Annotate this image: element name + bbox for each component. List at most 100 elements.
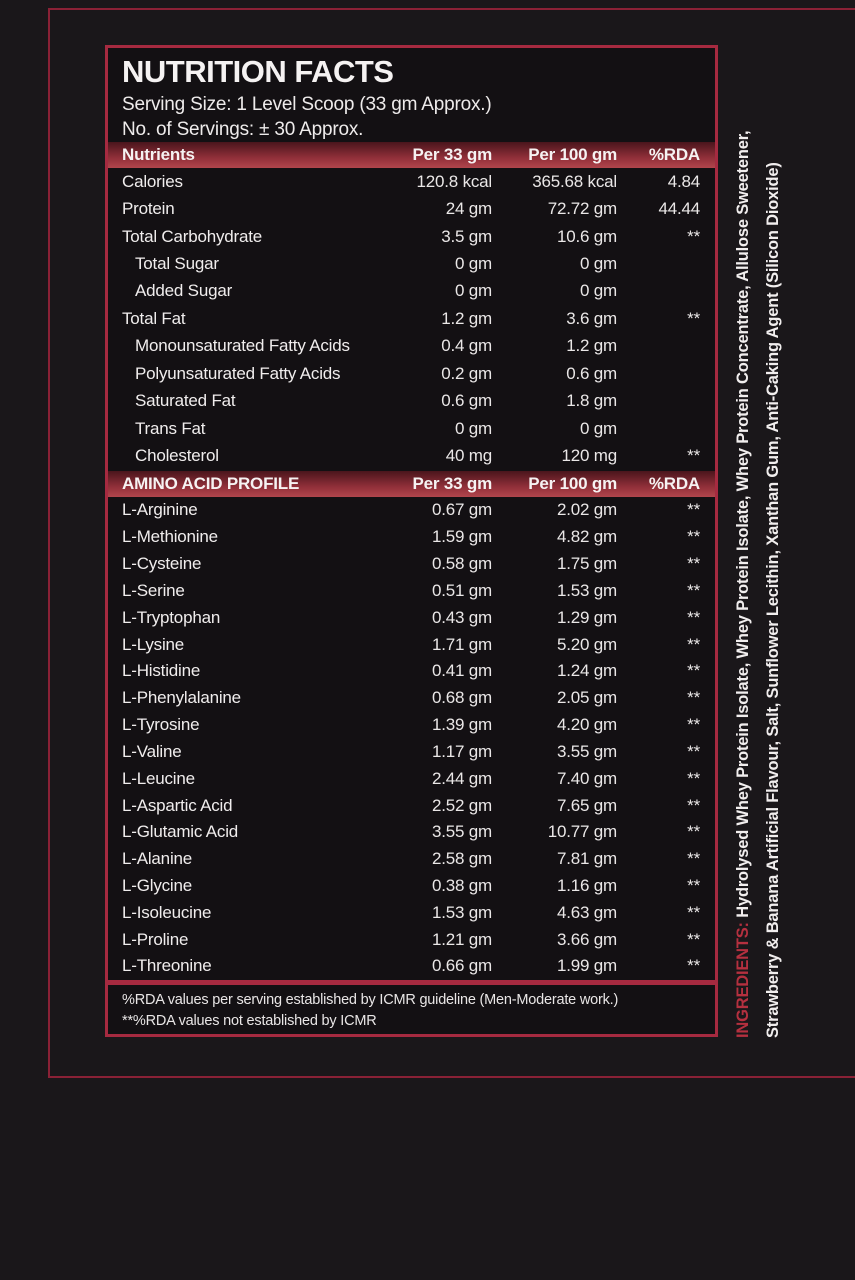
table-row: Cholesterol 40 mg 120 mg ** [108, 442, 715, 469]
row-label: L-Threonine [122, 956, 212, 976]
row-label: Saturated Fat [135, 391, 236, 411]
rda-note-2: **%RDA values not established by ICMR [122, 1013, 377, 1029]
col-header-rda: %RDA [648, 145, 700, 164]
row-value-per-100gm: 2.02 gm [556, 500, 617, 520]
table-row: Calories 120.8 kcal 365.68 kcal 4.84 [108, 168, 715, 195]
row-value-rda: ** [687, 688, 700, 708]
table-row: L-Phenylalanine 0.68 gm 2.05 gm ** [108, 685, 715, 712]
ingredients-label: INGREDIENTS: [734, 922, 752, 1038]
table-row: L-Leucine 2.44 gm 7.40 gm ** [108, 765, 715, 792]
table-row: L-Glycine 0.38 gm 1.16 gm ** [108, 873, 715, 900]
row-value-per-33gm: 2.52 gm [431, 795, 492, 815]
row-value-per-33gm: 24 gm [445, 199, 492, 219]
row-value-per-100gm: 1.29 gm [556, 607, 617, 627]
row-label: L-Valine [122, 741, 182, 761]
row-value-per-33gm: 1.17 gm [431, 741, 492, 761]
row-value-per-100gm: 1.2 gm [566, 336, 617, 356]
row-value-rda: ** [687, 554, 700, 574]
amino-acid-rows: L-Arginine 0.67 gm 2.02 gm ** L-Methioni… [108, 497, 715, 980]
row-value-per-100gm: 4.20 gm [556, 715, 617, 735]
rda-notes-box: %RDA values per serving established by I… [105, 983, 718, 1037]
row-value-per-33gm: 3.55 gm [431, 822, 492, 842]
serving-size-text: Serving Size: 1 Level Scoop (33 gm Appro… [122, 94, 492, 115]
row-value-per-33gm: 0.66 gm [431, 956, 492, 976]
table-row: L-Aspartic Acid 2.52 gm 7.65 gm ** [108, 792, 715, 819]
row-value-rda: ** [687, 768, 700, 788]
table-row: Added Sugar 0 gm 0 gm [108, 278, 715, 305]
row-value-per-100gm: 7.81 gm [556, 849, 617, 869]
table-row: L-Lysine 1.71 gm 5.20 gm ** [108, 631, 715, 658]
row-value-per-100gm: 0.6 gm [566, 363, 617, 383]
row-value-per-100gm: 0 gm [580, 281, 617, 301]
row-value-rda: 44.44 [658, 199, 700, 219]
row-value-per-33gm: 0.6 gm [441, 391, 492, 411]
row-value-per-100gm: 4.63 gm [556, 902, 617, 922]
row-value-per-33gm: 0 gm [455, 418, 492, 438]
nutrients-header-label: Nutrients [122, 145, 195, 164]
row-value-per-33gm: 40 mg [445, 446, 492, 466]
row-value-rda: ** [687, 795, 700, 815]
row-value-per-100gm: 3.66 gm [556, 929, 617, 949]
row-label: Total Fat [122, 308, 186, 328]
row-label: L-Phenylalanine [122, 688, 241, 708]
table-row: L-Tyrosine 1.39 gm 4.20 gm ** [108, 712, 715, 739]
row-value-per-33gm: 0 gm [455, 254, 492, 274]
row-label: Trans Fat [135, 418, 206, 438]
row-label: L-Alanine [122, 849, 193, 869]
row-value-rda: ** [687, 661, 700, 681]
table-row: L-Tryptophan 0.43 gm 1.29 gm ** [108, 604, 715, 631]
row-value-per-33gm: 0.58 gm [431, 554, 492, 574]
table-row: L-Methionine 1.59 gm 4.82 gm ** [108, 524, 715, 551]
row-value-rda: ** [687, 446, 700, 466]
row-label: Total Sugar [135, 254, 219, 274]
row-value-per-33gm: 1.53 gm [431, 902, 492, 922]
row-value-per-33gm: 1.59 gm [431, 527, 492, 547]
row-label: L-Methionine [122, 527, 218, 547]
row-label: L-Leucine [122, 768, 195, 788]
nutrient-rows: Calories 120.8 kcal 365.68 kcal 4.84 Pro… [108, 168, 715, 470]
row-value-per-100gm: 1.24 gm [556, 661, 617, 681]
row-value-per-33gm: 0 gm [455, 281, 492, 301]
col-header-per-33gm: Per 33 gm [412, 145, 493, 164]
row-value-per-33gm: 1.71 gm [431, 634, 492, 654]
row-label: L-Proline [122, 929, 189, 949]
table-row: L-Alanine 2.58 gm 7.81 gm ** [108, 846, 715, 873]
row-value-per-100gm: 0 gm [580, 254, 617, 274]
row-label: L-Tyrosine [122, 715, 200, 735]
table-row: Saturated Fat 0.6 gm 1.8 gm [108, 388, 715, 415]
row-value-per-33gm: 0.43 gm [431, 607, 492, 627]
row-value-per-100gm: 10.77 gm [547, 822, 617, 842]
nutrition-facts-panel: NUTRITION FACTS Serving Size: 1 Level Sc… [105, 45, 718, 983]
row-value-rda: ** [687, 715, 700, 735]
row-value-per-33gm: 1.21 gm [431, 929, 492, 949]
row-label: L-Histidine [122, 661, 201, 681]
nutrients-header-row: Nutrients Per 33 gm Per 100 gm %RDA [108, 142, 715, 168]
row-value-per-100gm: 1.53 gm [556, 580, 617, 600]
table-row: L-Arginine 0.67 gm 2.02 gm ** [108, 497, 715, 524]
rda-note-1: %RDA values per serving established by I… [122, 992, 619, 1008]
outer-frame [48, 8, 855, 1078]
table-row: L-Histidine 0.41 gm 1.24 gm ** [108, 658, 715, 685]
row-label: L-Glycine [122, 876, 193, 895]
table-row: L-Isoleucine 1.53 gm 4.63 gm ** [108, 899, 715, 926]
row-label: L-Cysteine [122, 554, 202, 574]
table-row: L-Threonine 0.66 gm 1.99 gm ** [108, 953, 715, 980]
row-value-rda: ** [687, 849, 700, 869]
title-block: NUTRITION FACTS Serving Size: 1 Level Sc… [108, 48, 715, 142]
row-value-rda: ** [687, 741, 700, 761]
row-label: Protein [122, 199, 175, 219]
ingredients-line-2: Strawberry & Banana Artificial Flavour, … [764, 162, 782, 1038]
row-value-rda: ** [687, 822, 700, 842]
row-label: L-Arginine [122, 500, 198, 520]
row-label: Polyunsaturated Fatty Acids [135, 363, 341, 383]
row-value-per-100gm: 7.65 gm [556, 795, 617, 815]
row-value-rda: ** [687, 308, 700, 328]
row-value-rda: ** [687, 527, 700, 547]
table-row: Total Fat 1.2 gm 3.6 gm ** [108, 305, 715, 332]
row-value-per-100gm: 3.55 gm [556, 741, 617, 761]
row-value-per-33gm: 120.8 kcal [416, 171, 493, 191]
row-value-per-33gm: 0.4 gm [441, 336, 492, 356]
row-label: L-Tryptophan [122, 607, 221, 627]
row-value-per-100gm: 72.72 gm [547, 199, 617, 219]
